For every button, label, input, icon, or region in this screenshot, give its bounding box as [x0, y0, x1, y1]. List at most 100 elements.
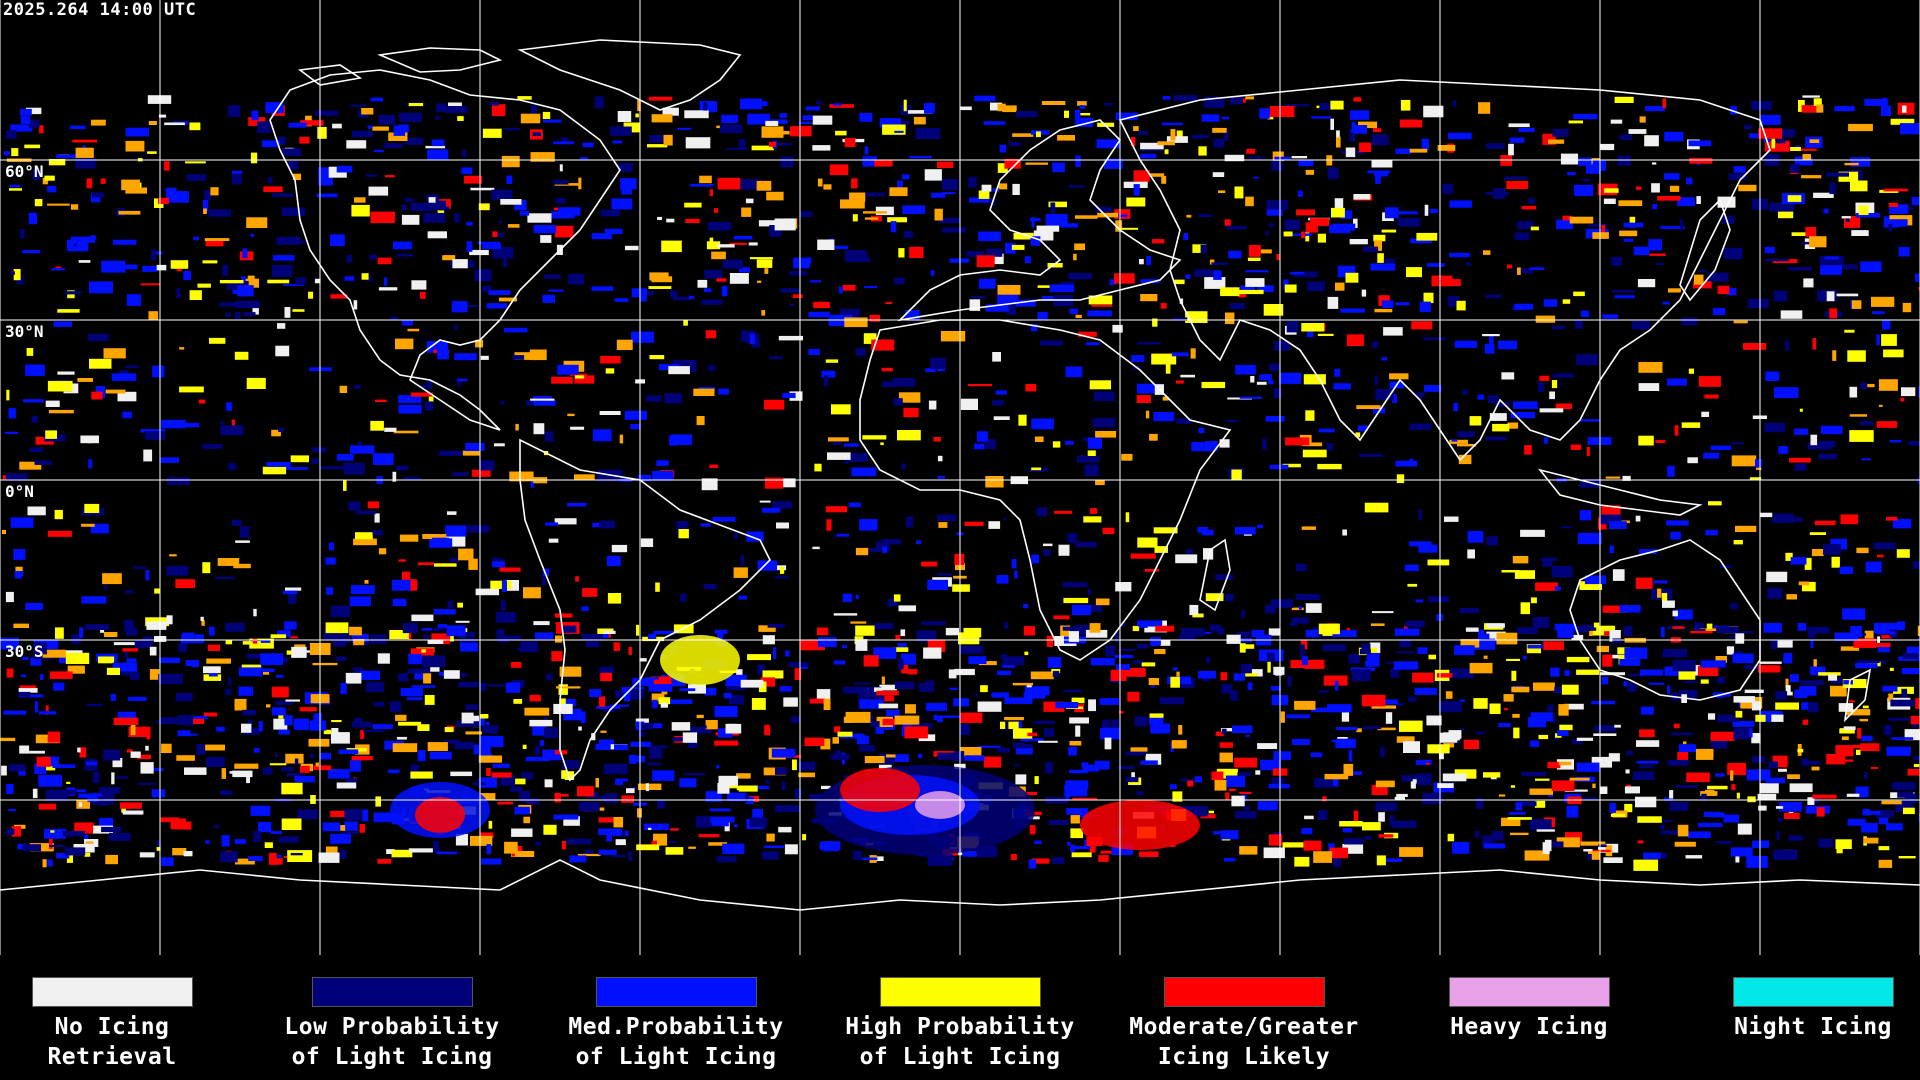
- icing-cell: [584, 849, 594, 857]
- icing-cell: [712, 516, 736, 522]
- icing-cell: [1515, 801, 1537, 807]
- icing-cell: [281, 782, 303, 795]
- icing-cell: [1552, 373, 1574, 378]
- icing-cell: [1489, 334, 1494, 346]
- icing-cell: [143, 449, 153, 462]
- icing-cell: [1733, 727, 1750, 740]
- icing-cell: [250, 152, 258, 164]
- icing-cell: [1508, 143, 1514, 156]
- icing-cell: [318, 852, 340, 863]
- icing-cell: [746, 531, 764, 542]
- icing-cell: [1611, 256, 1622, 266]
- icing-cell: [1179, 778, 1197, 782]
- icing-cell: [1449, 668, 1474, 679]
- icing-cell: [1192, 613, 1204, 618]
- icing-cell: [1201, 381, 1226, 389]
- icing-cell: [297, 809, 318, 820]
- coastline-antarctica: [0, 859, 1920, 911]
- icing-cell: [351, 721, 372, 728]
- icing-cell: [805, 257, 812, 264]
- icing-cell: [736, 786, 749, 791]
- icing-cell: [204, 744, 225, 751]
- icing-cell: [1346, 628, 1351, 631]
- icing-cell: [1664, 797, 1674, 801]
- icing-cell: [133, 566, 147, 569]
- coastline-arctic-islands: [297, 47, 503, 86]
- icing-cell: [1132, 660, 1143, 664]
- icing-cell: [619, 434, 624, 444]
- icing-cell: [148, 121, 157, 125]
- icing-cell: [968, 384, 992, 387]
- icing-cell: [713, 208, 719, 213]
- icing-cell: [1230, 690, 1238, 701]
- icing-cell: [504, 327, 528, 333]
- icing-cell: [511, 828, 533, 837]
- icing-cell: [1700, 679, 1709, 684]
- storm-feature: [1080, 800, 1200, 850]
- icing-cell: [1878, 859, 1893, 868]
- icing-cell: [1189, 604, 1199, 616]
- icing-cell: [373, 812, 397, 823]
- icing-cell: [1625, 750, 1634, 756]
- icing-cell: [1159, 697, 1184, 705]
- icing-cell: [1688, 140, 1712, 147]
- icing-cell: [1301, 323, 1325, 332]
- icing-cell: [1229, 97, 1243, 105]
- icing-cell: [973, 443, 984, 450]
- icing-cell: [456, 378, 468, 382]
- icing-cell: [19, 745, 30, 754]
- icing-cell: [500, 400, 505, 405]
- icing-cell: [1701, 411, 1710, 417]
- icing-cell: [1068, 185, 1085, 188]
- icing-cell: [86, 703, 103, 707]
- icing-cell: [844, 458, 849, 464]
- icing-cell: [1330, 100, 1344, 110]
- icing-cell: [1513, 727, 1520, 739]
- icing-cell: [923, 647, 942, 659]
- icing-cell: [606, 831, 612, 842]
- icing-cell: [611, 198, 633, 210]
- icing-cell: [1520, 529, 1545, 537]
- icing-cell: [1899, 123, 1920, 135]
- icing-cell: [478, 203, 490, 211]
- icing-cell: [30, 657, 42, 666]
- icing-cell: [1609, 630, 1621, 642]
- icing-cell: [216, 726, 225, 732]
- icing-cell: [1529, 740, 1540, 747]
- icing-cell: [1374, 240, 1382, 251]
- icing-cell: [545, 522, 558, 526]
- icing-cell: [1150, 723, 1170, 734]
- icing-cell: [392, 471, 397, 482]
- icing-cell: [1645, 106, 1665, 112]
- icing-cell: [45, 400, 60, 407]
- icing-cell: [246, 377, 266, 389]
- icing-cell: [479, 832, 494, 838]
- icing-cell: [492, 763, 510, 768]
- icing-cell: [34, 460, 52, 465]
- icing-cell: [1622, 475, 1631, 481]
- icing-cell: [553, 814, 579, 820]
- icing-cell: [805, 106, 820, 111]
- icing-cell: [1174, 279, 1185, 285]
- icing-cell: [1221, 116, 1230, 120]
- icing-cell: [780, 478, 796, 488]
- icing-cell: [0, 637, 19, 650]
- icing-cell: [1765, 777, 1786, 784]
- icing-cell: [530, 105, 537, 117]
- icing-cell: [1392, 211, 1418, 215]
- icing-cell: [966, 251, 985, 257]
- icing-cell: [231, 170, 243, 174]
- icing-cell: [534, 746, 541, 755]
- icing-cell: [1198, 427, 1205, 434]
- icing-cell: [1411, 321, 1433, 330]
- icing-cell: [835, 130, 847, 136]
- icing-cell: [1415, 759, 1432, 765]
- icing-cell: [738, 267, 750, 273]
- icing-cell: [637, 99, 641, 112]
- icing-cell: [1139, 851, 1159, 857]
- icing-cell: [1773, 290, 1788, 302]
- icing-cell: [1305, 222, 1318, 233]
- icing-cell: [1286, 714, 1311, 719]
- icing-cell: [1735, 632, 1745, 644]
- icing-cell: [845, 250, 867, 263]
